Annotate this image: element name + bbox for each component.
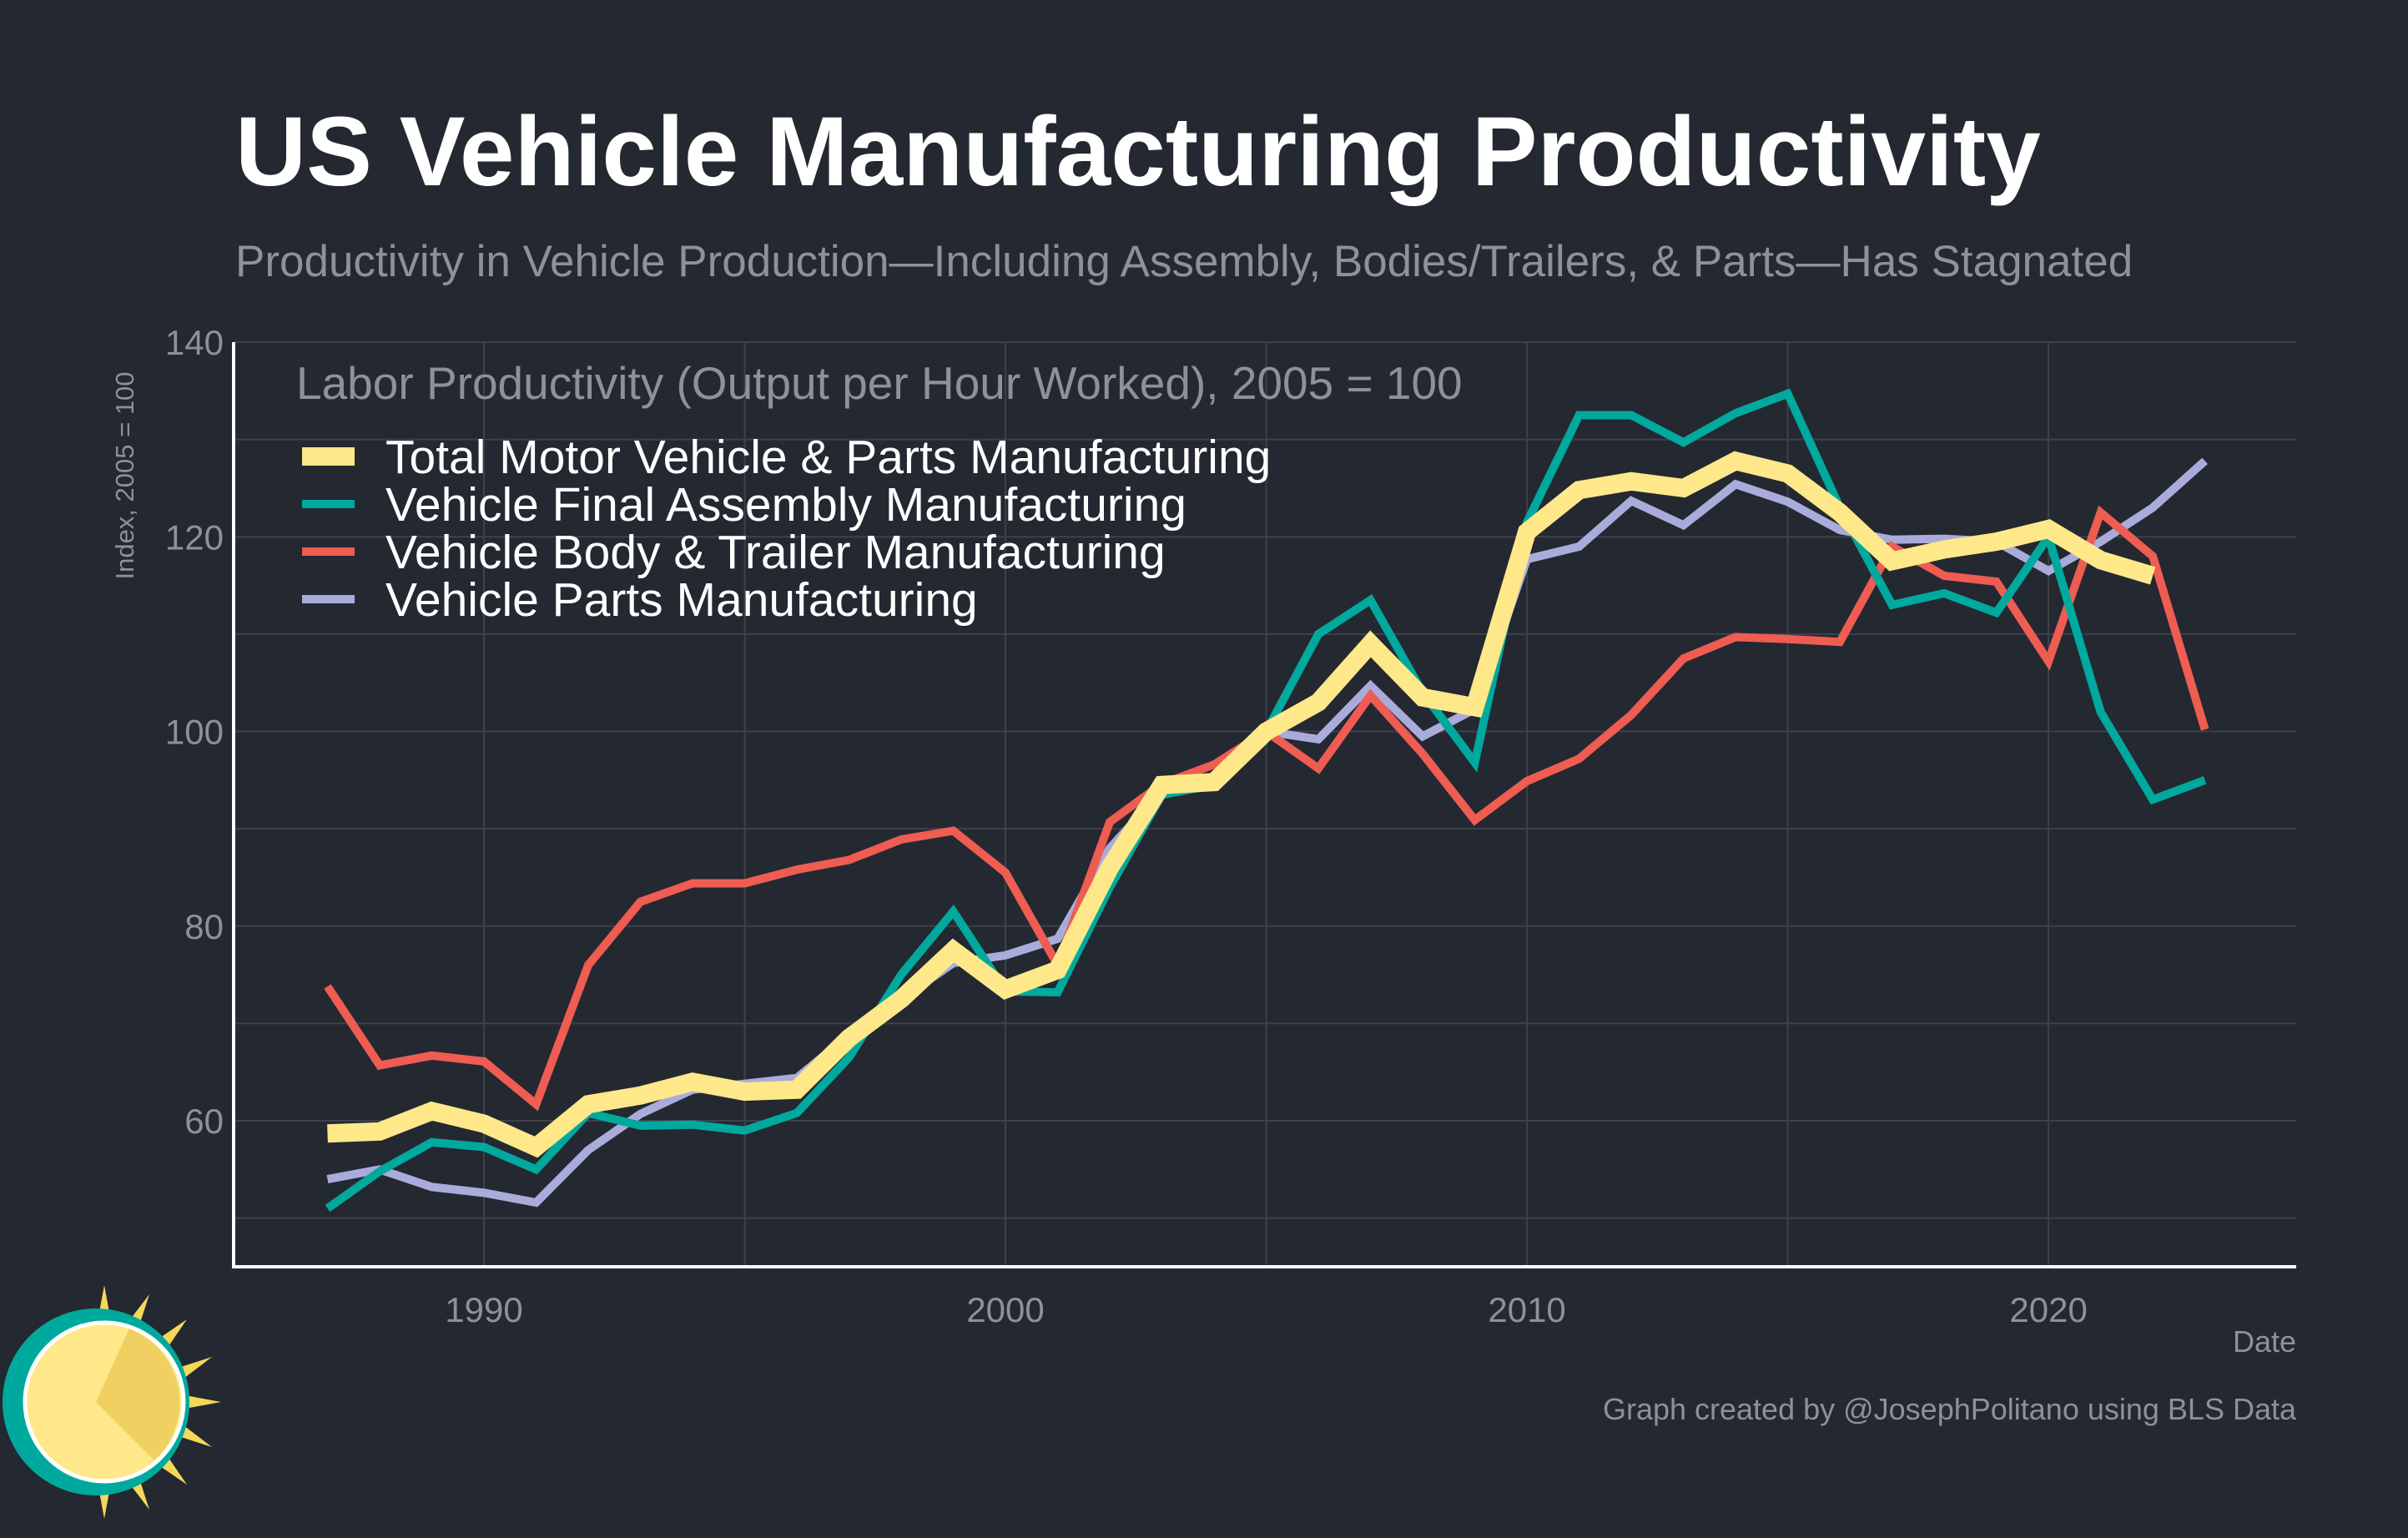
x-tick-label: 1990	[445, 1290, 522, 1329]
chart-title: US Vehicle Manufacturing Productivity	[235, 97, 2041, 207]
legend-label: Vehicle Body & Trailer Manufacturing	[385, 526, 1166, 579]
tick-labels: 60 80 100 120 140 1990 2000 2010 2020	[165, 323, 2088, 1329]
legend-label: Total Motor Vehicle & Parts Manufacturin…	[385, 431, 1271, 484]
x-tick-label: 2000	[966, 1290, 1044, 1329]
legend: Labor Productivity (Output per Hour Work…	[296, 357, 1463, 627]
y-tick-label: 80	[184, 907, 224, 946]
y-tick-label: 60	[184, 1102, 224, 1141]
credit-text: Graph created by @JosephPolitano using B…	[1603, 1392, 2297, 1426]
legend-label: Vehicle Final Assembly Manufacturing	[385, 478, 1186, 532]
legend-label: Vehicle Parts Manufacturing	[385, 573, 978, 627]
sun-logo-icon	[3, 1285, 221, 1519]
y-tick-label: 140	[165, 323, 224, 362]
x-tick-label: 2020	[2009, 1290, 2087, 1329]
axes	[232, 342, 2296, 1268]
chart-subtitle: Productivity in Vehicle Production—Inclu…	[235, 237, 2133, 286]
series-lines	[324, 388, 2209, 1213]
x-axis-label: Date	[2233, 1324, 2296, 1359]
y-tick-label: 120	[165, 517, 224, 557]
y-axis-label: Index, 2005 = 100	[110, 371, 139, 579]
series-line-1	[327, 451, 2156, 1158]
legend-title: Labor Productivity (Output per Hour Work…	[296, 357, 1463, 409]
gridlines	[234, 341, 2296, 1267]
y-tick-label: 100	[165, 713, 224, 752]
x-tick-label: 2010	[1488, 1290, 1565, 1329]
